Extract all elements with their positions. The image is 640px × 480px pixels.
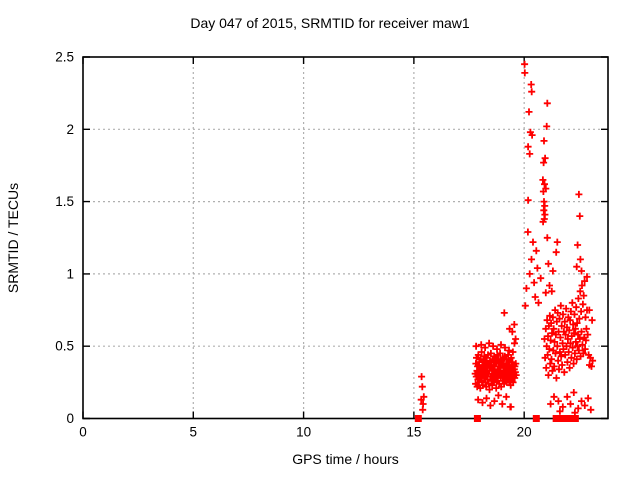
y-tick-label: 1 [66,266,74,281]
y-tick-label: 0 [66,411,74,426]
x-tick-label: 5 [190,425,198,440]
x-axis-label: GPS time / hours [292,451,399,467]
plot-border [82,56,609,420]
y-tick-label: 2 [66,122,74,137]
chart-title: Day 047 of 2015, SRMTID for receiver maw… [190,15,470,31]
x-tick-label: 20 [517,425,532,440]
grid-lines [83,57,608,419]
scatter-plus-markers [417,60,597,417]
y-tick-label: 0.5 [55,339,74,354]
scatter-square-marker [414,415,422,422]
scatter-square-marker [571,415,579,422]
x-tick-label: 0 [79,425,87,440]
x-tick-label: 10 [296,425,311,440]
scatter-square-marker [567,415,575,422]
axis-ticks [82,56,608,420]
x-tick-label: 15 [406,425,421,440]
y-tick-label: 2.5 [55,50,74,65]
scatter-square-marker [563,415,571,422]
scatter-square-marker [559,415,567,422]
scatter-square-marker [532,415,540,422]
y-tick-label: 1.5 [55,194,74,209]
scatter-square-marker [473,415,481,422]
scatter-square-marker [555,415,563,422]
